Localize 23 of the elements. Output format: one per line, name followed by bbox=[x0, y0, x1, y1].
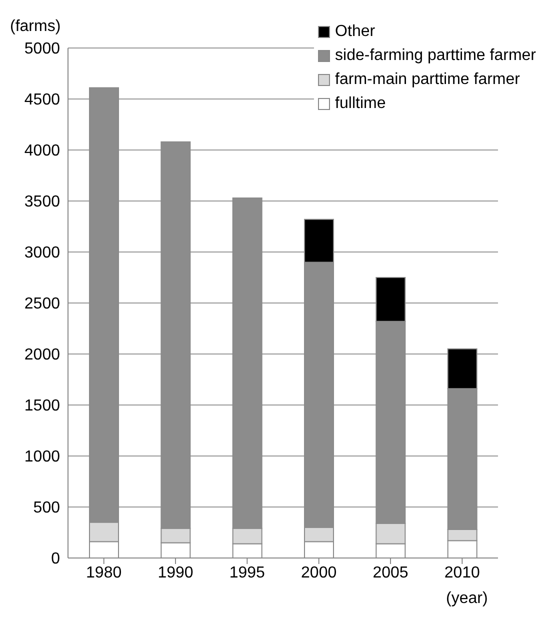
x-tick-label: 2005 bbox=[372, 564, 408, 582]
y-tick-label: 3500 bbox=[24, 194, 60, 211]
legend-label: side-farming parttime farmer bbox=[334, 46, 536, 66]
y-tick-label: 1500 bbox=[24, 398, 60, 415]
y-axis-title: (farms) bbox=[10, 18, 61, 36]
y-tick-label: 5000 bbox=[24, 40, 60, 58]
y-tick-label: 2500 bbox=[24, 296, 60, 313]
legend-label: farm-main parttime farmer bbox=[334, 70, 521, 90]
x-tick-label: 2000 bbox=[301, 564, 337, 582]
x-tick-label: 1995 bbox=[229, 564, 266, 582]
y-tick-label: 3000 bbox=[24, 244, 60, 262]
legend-label: fulltime bbox=[334, 94, 387, 114]
x-tick-label: 1990 bbox=[158, 564, 194, 582]
y-tick-label: 4500 bbox=[24, 92, 60, 109]
x-tick-label: 2010 bbox=[444, 564, 480, 582]
x-tick-label: 1980 bbox=[86, 564, 122, 582]
legend-label: Other bbox=[334, 22, 376, 42]
y-tick-label: 1000 bbox=[24, 448, 60, 466]
y-tick-label: 0 bbox=[51, 550, 60, 568]
y-tick-label: 500 bbox=[33, 500, 60, 517]
y-tick-label: 4000 bbox=[24, 142, 60, 160]
y-tick-label: 2000 bbox=[24, 346, 60, 364]
x-axis-title: (year) bbox=[446, 590, 488, 608]
